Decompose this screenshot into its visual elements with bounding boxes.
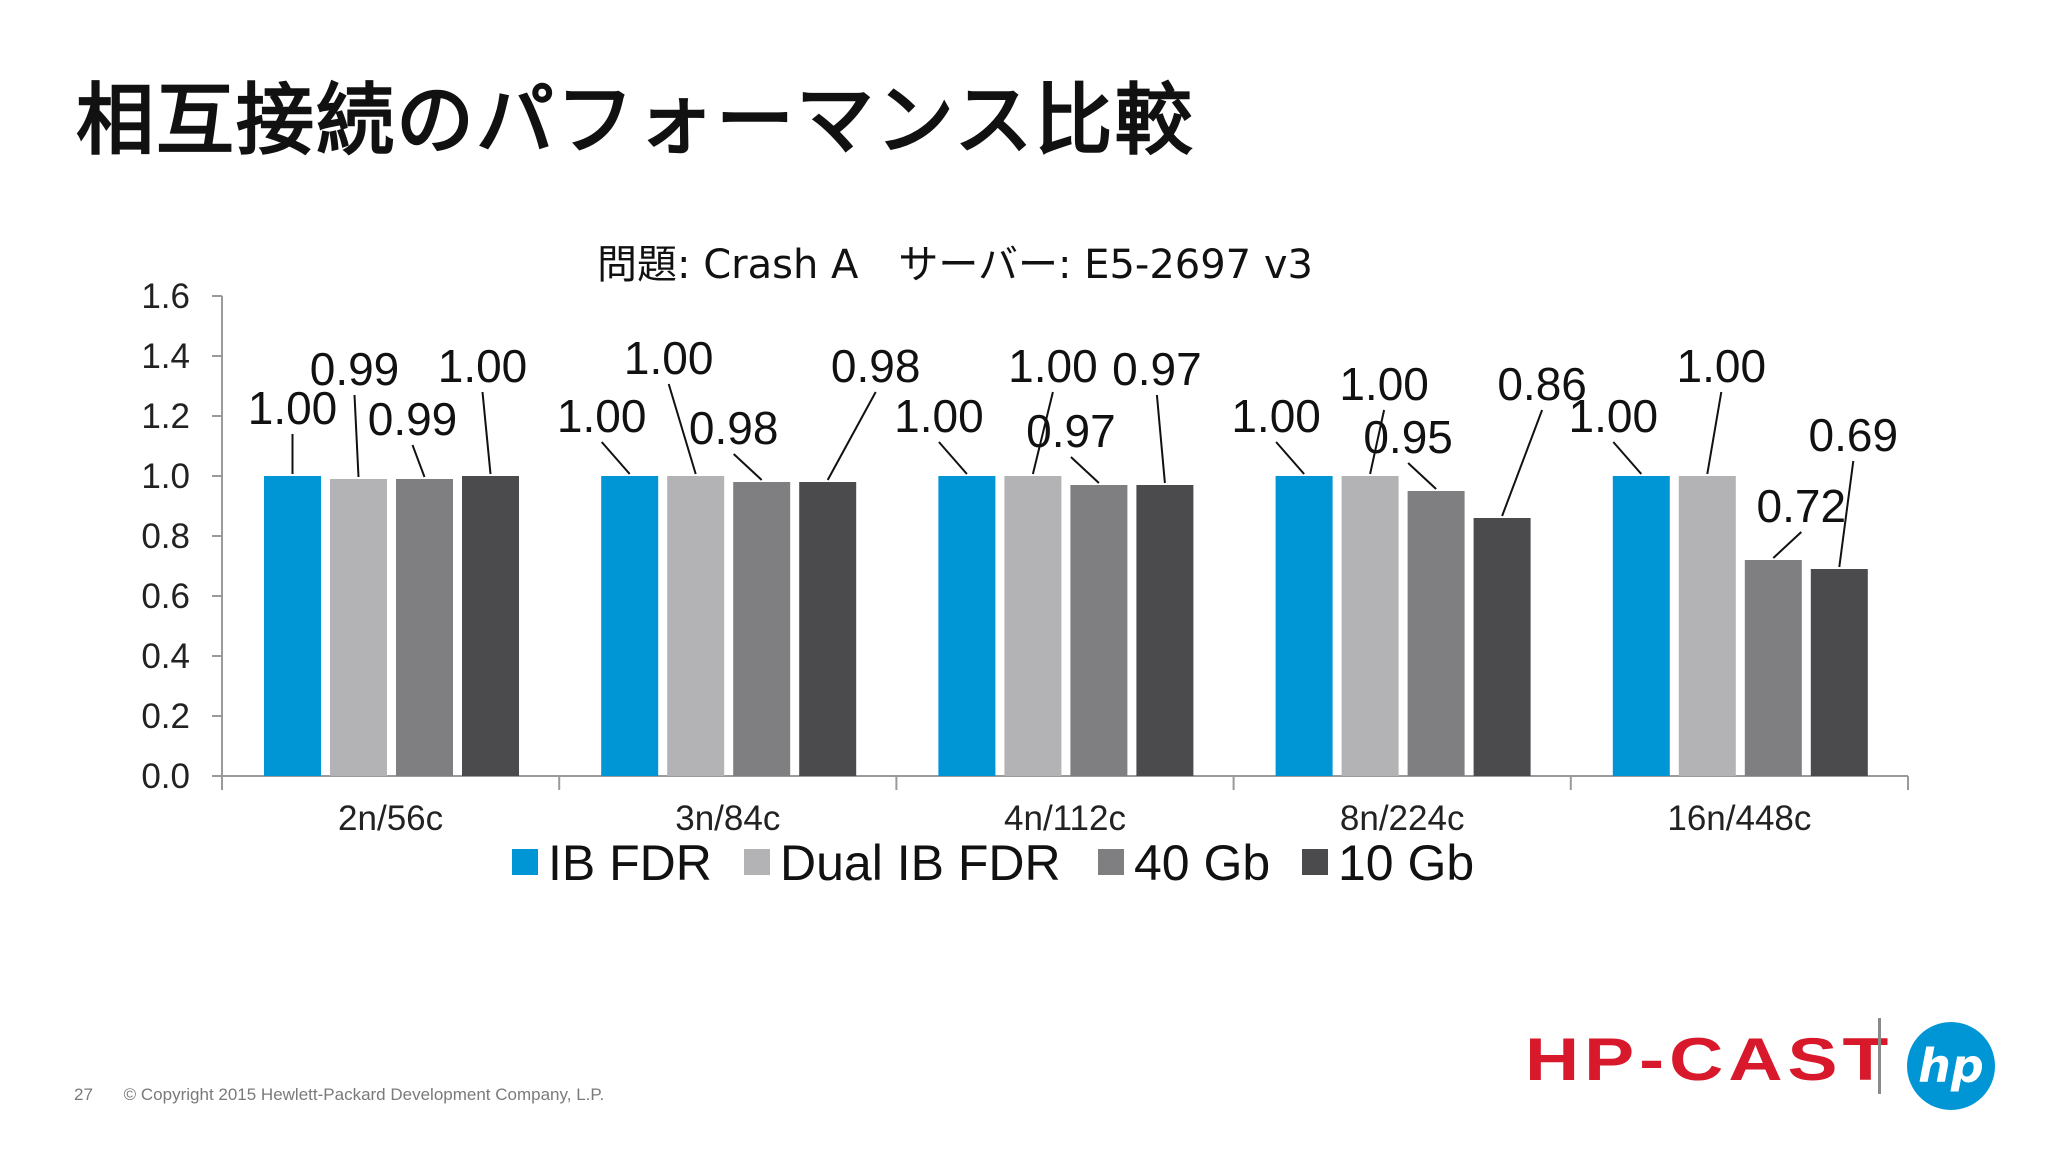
label-leader-line	[600, 441, 631, 475]
bar-40-gb	[733, 482, 791, 776]
footer: 27 © Copyright 2015 Hewlett-Packard Deve…	[74, 1085, 604, 1105]
bar-10-gb	[462, 476, 519, 776]
chart-data-labels: 1.000.990.991.001.001.000.980.981.001.00…	[248, 332, 1899, 568]
legend-label: IB FDR	[548, 835, 712, 891]
bar-dual-ib-fdr	[330, 479, 387, 776]
x-tick-label: 3n/84c	[675, 799, 780, 838]
data-label: 0.99	[310, 343, 400, 395]
label-leader-line	[481, 391, 492, 475]
label-leader-line	[1772, 531, 1802, 559]
legend-swatch	[1098, 849, 1124, 875]
data-label: 0.95	[1363, 411, 1453, 463]
bar-40-gb	[1744, 560, 1802, 776]
page-number: 27	[74, 1085, 93, 1104]
y-tick-label: 1.6	[141, 277, 190, 316]
bar-dual-ib-fdr	[667, 476, 725, 776]
hp-logo-text: hp	[1918, 1039, 1984, 1093]
data-label: 1.00	[438, 340, 528, 392]
label-leader-line	[938, 441, 968, 475]
data-label: 0.86	[1497, 358, 1587, 410]
label-leader-line	[1070, 456, 1100, 484]
y-tick-label: 0.0	[141, 757, 190, 796]
y-tick-label: 1.4	[141, 337, 190, 376]
data-label: 0.72	[1757, 480, 1847, 532]
legend-swatch	[744, 849, 770, 875]
data-label: 1.00	[557, 390, 647, 442]
hp-cast-logo: HP-CAST	[1525, 1026, 1894, 1093]
label-leader-line	[411, 444, 426, 478]
data-label: 1.00	[1008, 340, 1098, 392]
bar-10-gb	[1473, 518, 1531, 776]
bar-10-gb	[1136, 485, 1194, 776]
x-tick-label: 4n/112c	[1004, 799, 1126, 838]
bar-ib-fdr	[264, 476, 321, 776]
bar-40-gb	[1070, 485, 1128, 776]
legend-swatch	[1302, 849, 1328, 875]
copyright-text: © Copyright 2015 Hewlett-Packard Develop…	[123, 1085, 605, 1104]
y-tick-label: 0.6	[141, 577, 190, 616]
label-leader-line	[1275, 441, 1305, 475]
y-tick-label: 0.4	[141, 637, 190, 676]
x-tick-label: 8n/224c	[1340, 799, 1465, 838]
y-tick-label: 0.8	[141, 517, 190, 556]
data-label: 0.98	[831, 340, 921, 392]
data-label: 0.97	[1026, 405, 1116, 457]
label-leader-line	[1369, 409, 1386, 475]
x-tick-label: 16n/448c	[1667, 799, 1811, 838]
label-leader-line	[1155, 394, 1166, 484]
chart-title: 問題: Crash A サーバー: E5-2697 v3	[597, 242, 1313, 288]
data-label: 1.00	[624, 332, 714, 384]
data-label: 0.98	[689, 402, 779, 454]
data-label: 1.00	[1569, 390, 1659, 442]
slide-title: 相互接続のパフォーマンス比較	[76, 76, 1195, 166]
bar-ib-fdr	[1612, 476, 1670, 776]
label-leader-line	[733, 453, 763, 481]
label-leader-line	[1706, 391, 1723, 475]
chart-axes: 0.0 0.2 0.4 0.6 0.8 1.0 1.2 1.4 1.6 2n/56c 3n/84c 4…	[141, 277, 1909, 838]
hp-logo-icon: hp	[1907, 1022, 1995, 1110]
bar-ib-fdr	[938, 476, 996, 776]
data-label: 1.00	[894, 390, 984, 442]
y-tick-label: 1.0	[141, 457, 190, 496]
legend-label: 10 Gb	[1338, 835, 1474, 891]
label-leader-line	[1838, 460, 1855, 568]
label-leader-line	[1031, 391, 1054, 475]
label-leader-line	[1501, 409, 1544, 517]
label-leader-line	[1612, 441, 1643, 475]
data-label: 1.00	[1339, 358, 1429, 410]
bar-10-gb	[799, 482, 857, 776]
logo-divider	[1878, 1018, 1881, 1094]
bar-dual-ib-fdr	[1004, 476, 1062, 776]
data-label: 0.99	[368, 393, 458, 445]
data-label: 1.00	[248, 382, 338, 434]
chart-bars	[264, 476, 1868, 776]
y-tick-label: 1.2	[141, 397, 190, 436]
bar-dual-ib-fdr	[1341, 476, 1399, 776]
chart-legend: IB FDR Dual IB FDR 40 Gb 10 Gb	[512, 835, 1474, 891]
x-tick-label: 2n/56c	[338, 799, 443, 838]
bar-10-gb	[1810, 569, 1868, 776]
label-leader-line	[1407, 462, 1437, 490]
bar-dual-ib-fdr	[1678, 476, 1736, 776]
bar-ib-fdr	[1275, 476, 1333, 776]
data-label: 1.00	[1231, 390, 1321, 442]
label-leader-line	[667, 383, 697, 475]
data-label: 0.97	[1112, 343, 1202, 395]
bar-ib-fdr	[601, 476, 659, 776]
bar-40-gb	[1407, 491, 1465, 776]
legend-swatch	[512, 849, 538, 875]
y-tick-label: 0.2	[141, 697, 190, 736]
bar-40-gb	[396, 479, 453, 776]
data-label: 1.00	[1677, 340, 1767, 392]
label-leader-line	[353, 394, 360, 478]
data-label: 0.69	[1809, 409, 1899, 461]
label-leader-line	[826, 391, 877, 481]
legend-label: 40 Gb	[1134, 835, 1270, 891]
legend-label: Dual IB FDR	[780, 835, 1061, 891]
